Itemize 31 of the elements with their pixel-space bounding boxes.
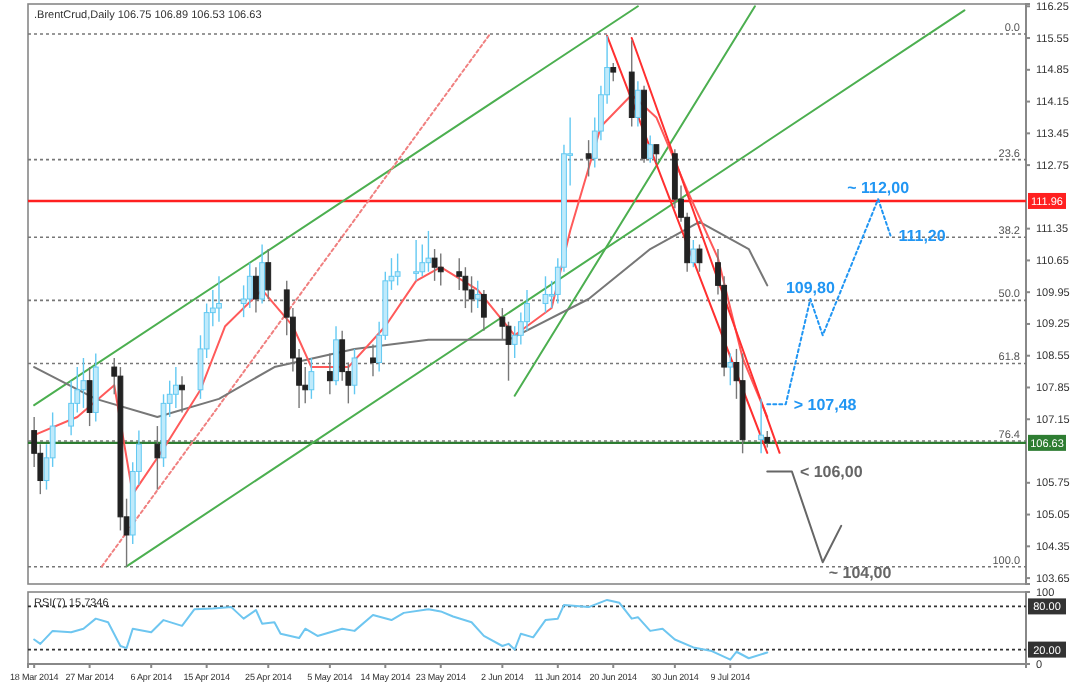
candlestick	[690, 239, 697, 268]
candlestick	[634, 80, 641, 128]
annotation: > 107,48	[793, 396, 858, 415]
candlestick	[647, 134, 654, 164]
candlestick	[628, 39, 635, 128]
line-series	[33, 598, 769, 661]
candlestick	[92, 352, 99, 423]
candlestick	[80, 357, 87, 409]
annotation: 111,20	[898, 227, 947, 246]
candlestick	[727, 352, 734, 386]
candlestick	[437, 252, 444, 287]
candlestick	[308, 357, 315, 400]
candlestick	[172, 366, 179, 409]
candlestick	[542, 275, 549, 314]
candlestick	[431, 248, 438, 282]
annotation: < 106,00	[799, 463, 864, 482]
candlestick	[351, 348, 358, 395]
candlestick	[610, 62, 617, 82]
annotation: ~ 104,00	[828, 564, 893, 583]
candlestick	[246, 261, 253, 309]
candlestick	[696, 243, 703, 273]
candlestick	[474, 280, 481, 309]
candlestick	[394, 252, 401, 287]
annotation: 109,80	[785, 278, 836, 297]
candlestick	[413, 239, 420, 282]
candlestick	[758, 398, 764, 454]
candlestick	[216, 275, 222, 323]
candlestick	[425, 230, 432, 273]
candlestick	[259, 243, 265, 305]
candlestick	[333, 325, 339, 386]
annotation: ~ 112,00	[847, 179, 911, 198]
